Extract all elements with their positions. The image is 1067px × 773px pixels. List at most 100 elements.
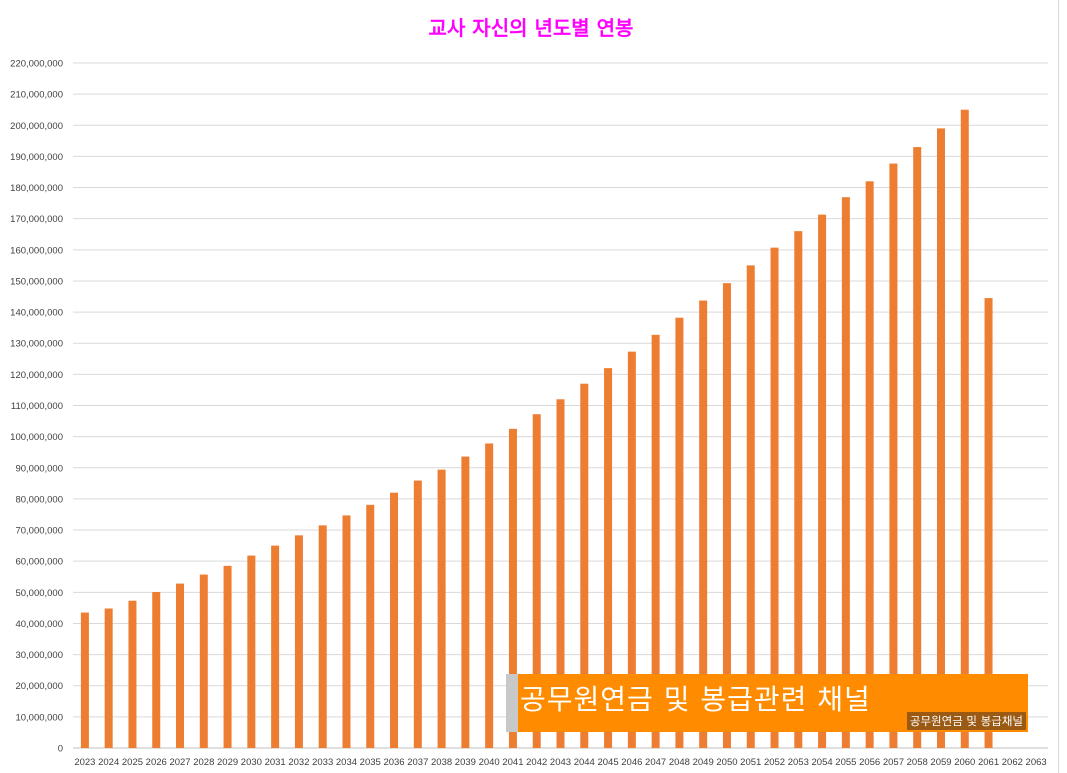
chart-frame-border (1058, 0, 1059, 773)
y-tick-label: 20,000,000 (15, 681, 63, 692)
y-tick-label: 130,000,000 (10, 339, 63, 350)
x-tick-label: 2060 (954, 757, 975, 768)
x-axis-tick-labels: 2023 2024 2025 2026 2027 2028 2029 2030 2031 2032… (74, 757, 1046, 768)
bar-2052 (770, 247, 779, 748)
bar-2060 (960, 109, 969, 749)
x-tick-label: 2040 (479, 757, 500, 768)
bar-2037 (413, 480, 422, 748)
y-tick-label: 10,000,000 (15, 712, 63, 723)
x-tick-label: 2033 (312, 757, 333, 768)
y-tick-label: 210,000,000 (10, 90, 63, 101)
x-tick-label: 2039 (455, 757, 476, 768)
y-tick-label: 110,000,000 (11, 401, 63, 412)
bar-2056 (865, 181, 874, 748)
x-tick-label: 2047 (645, 757, 666, 768)
y-tick-label: 140,000,000 (10, 308, 63, 319)
bar-2030 (247, 555, 256, 748)
x-tick-label: 2050 (716, 757, 737, 768)
x-tick-label: 2028 (193, 757, 214, 768)
y-tick-label: 180,000,000 (10, 183, 63, 194)
bar-2024 (104, 608, 113, 748)
bar-2023 (80, 612, 89, 748)
x-tick-label: 2062 (1002, 757, 1023, 768)
bar-2032 (294, 535, 303, 748)
x-tick-label: 2045 (597, 757, 618, 768)
x-tick-label: 2051 (740, 757, 761, 768)
bar-2051 (746, 265, 755, 748)
bar-2028 (199, 574, 208, 748)
x-tick-label: 2044 (574, 757, 595, 768)
x-tick-label: 2043 (550, 757, 571, 768)
watermark-main-text: 공무원연금 및 봉급관련 채널 (520, 683, 871, 716)
x-tick-label: 2048 (669, 757, 690, 768)
bar-2059 (936, 128, 945, 749)
x-tick-label: 2061 (978, 757, 999, 768)
bar-2048 (675, 317, 684, 748)
x-tick-label: 2037 (407, 757, 428, 768)
bar-2041 (508, 428, 517, 748)
bar-2039 (461, 456, 470, 748)
bar-2031 (271, 545, 280, 748)
channel-watermark: 공무원연금 및 봉급관련 채널 공무원연금 및 봉급채널 (506, 674, 1028, 732)
watermark-sub-text: 공무원연금 및 봉급채널 (906, 712, 1026, 730)
x-tick-label: 2023 (74, 757, 95, 768)
y-tick-label: 80,000,000 (15, 494, 63, 505)
y-tick-label: 160,000,000 (10, 245, 63, 256)
x-tick-label: 2056 (859, 757, 880, 768)
bar-2054 (818, 214, 827, 748)
bar-2047 (651, 334, 660, 748)
bar-2026 (152, 592, 161, 748)
x-tick-label: 2038 (431, 757, 452, 768)
bar-2049 (699, 300, 708, 748)
y-tick-label: 40,000,000 (15, 619, 63, 630)
x-tick-label: 2059 (930, 757, 951, 768)
bar-2057 (889, 163, 898, 749)
x-tick-label: 2026 (146, 757, 167, 768)
x-tick-label: 2024 (98, 757, 119, 768)
y-tick-label: 150,000,000 (10, 276, 63, 287)
bar-2043 (556, 399, 565, 748)
x-tick-label: 2027 (169, 757, 190, 768)
bar-2029 (223, 565, 232, 748)
bar-2038 (437, 469, 446, 748)
bar-2042 (532, 414, 541, 748)
bar-2055 (841, 197, 850, 748)
y-tick-label: 120,000,000 (10, 370, 63, 381)
x-tick-label: 2049 (693, 757, 714, 768)
x-tick-label: 2054 (812, 757, 833, 768)
x-tick-label: 2057 (883, 757, 904, 768)
watermark-edge (506, 674, 518, 732)
bar-2050 (722, 283, 731, 748)
x-tick-label: 2036 (383, 757, 404, 768)
y-tick-label: 100,000,000 (10, 432, 63, 443)
chart-title: 교사 자신의 년도별 연봉 (429, 16, 634, 40)
y-axis-tick-labels: 0 10,000,000 20,000,000 30,000,000 40,000,00… (10, 59, 63, 755)
x-tick-label: 2055 (835, 757, 856, 768)
bar-2025 (128, 600, 137, 748)
y-tick-label: 60,000,000 (15, 557, 63, 568)
bar-2058 (913, 147, 922, 748)
bar-2033 (318, 525, 327, 748)
x-tick-label: 2041 (502, 757, 523, 768)
bar-2053 (794, 231, 803, 749)
y-tick-label: 50,000,000 (15, 588, 63, 599)
bars (80, 109, 993, 749)
x-tick-label: 2029 (217, 757, 238, 768)
x-tick-label: 2032 (288, 757, 309, 768)
x-tick-label: 2035 (360, 757, 381, 768)
bar-2027 (176, 583, 185, 748)
x-tick-label: 2053 (788, 757, 809, 768)
x-tick-label: 2034 (336, 757, 357, 768)
y-tick-label: 220,000,000 (10, 59, 63, 70)
y-tick-label: 190,000,000 (10, 152, 63, 163)
bar-2061 (984, 298, 993, 748)
y-tick-label: 70,000,000 (15, 526, 63, 537)
x-tick-label: 2030 (241, 757, 262, 768)
x-tick-label: 2031 (265, 757, 286, 768)
x-tick-label: 2063 (1026, 757, 1047, 768)
y-tick-label: 0 (58, 744, 63, 755)
bar-2036 (390, 492, 399, 748)
y-tick-label: 90,000,000 (15, 463, 63, 474)
x-tick-label: 2052 (764, 757, 785, 768)
